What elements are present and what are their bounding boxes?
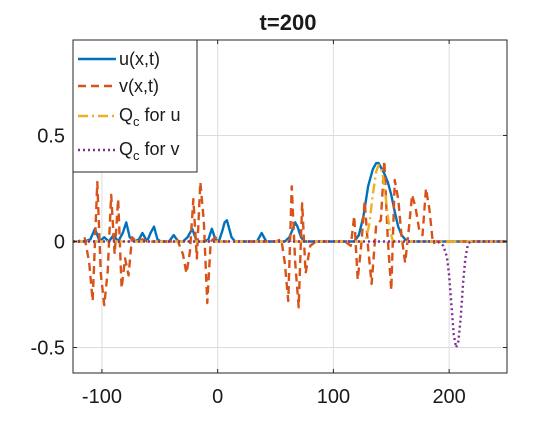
series-layer bbox=[73, 159, 507, 349]
legend-label-qc-v: Qc for v bbox=[119, 139, 180, 163]
x-tick-label: 100 bbox=[317, 386, 350, 408]
legend-qc-u-sub: c bbox=[133, 114, 140, 129]
legend-qc-v-sub: c bbox=[133, 148, 140, 163]
x-tick-label: 0 bbox=[212, 386, 223, 408]
axis-ticks: -100 0 100 200 -0.5 0 0.5 bbox=[31, 40, 507, 408]
y-tick-label: -0.5 bbox=[31, 338, 65, 360]
plot-frame bbox=[72, 39, 508, 374]
y-tick-label: 0 bbox=[54, 231, 65, 253]
x-tick-label: 200 bbox=[432, 386, 465, 408]
y-tick-label: 0.5 bbox=[37, 125, 65, 147]
legend-label-u: u(x,t) bbox=[119, 49, 160, 69]
legend-qc-v-main: Q bbox=[119, 139, 133, 159]
legend-label-qc-u: Qc for u bbox=[119, 105, 181, 129]
legend-qc-u-main: Q bbox=[119, 105, 133, 125]
legend-label-v: v(x,t) bbox=[119, 76, 159, 96]
x-tick-label: -100 bbox=[82, 386, 122, 408]
legend-qc-u-suffix: for u bbox=[140, 105, 181, 125]
series-line-v bbox=[73, 159, 507, 309]
legend-qc-v-suffix: for v bbox=[140, 139, 180, 159]
chart-title: t=200 bbox=[260, 10, 317, 35]
legend: u(x,t) v(x,t) Qc for u Qc for v bbox=[72, 39, 198, 173]
